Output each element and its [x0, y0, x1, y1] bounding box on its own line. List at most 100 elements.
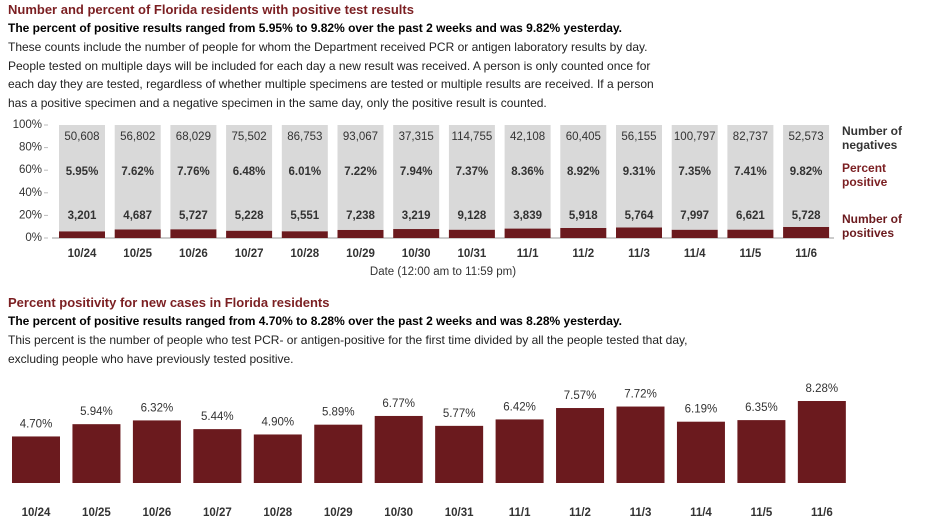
- x-tick-label: 11/2: [572, 248, 594, 260]
- data-label: 56,155: [621, 131, 656, 143]
- bar-segment: [393, 125, 440, 230]
- bar-segment: [59, 231, 105, 238]
- data-label: 9.82%: [790, 166, 823, 178]
- y-tick-label: 0%: [25, 232, 42, 244]
- data-label: 5.44%: [201, 411, 234, 423]
- data-label: 37,315: [399, 131, 434, 143]
- bar-segment: [616, 125, 662, 228]
- x-tick-label: 11/4: [684, 248, 706, 260]
- bar-segment: [560, 125, 607, 228]
- data-label: 5,727: [179, 210, 208, 222]
- x-tick-label: 11/6: [811, 507, 833, 519]
- x-tick-label: 10/27: [203, 507, 232, 519]
- data-label: 5,551: [290, 210, 319, 222]
- x-tick-label: 11/1: [509, 507, 531, 519]
- bar: [495, 419, 544, 483]
- legend-label: Number of negatives: [842, 124, 902, 152]
- data-label: 7.37%: [456, 166, 489, 178]
- x-tick-label: 11/5: [751, 507, 773, 519]
- data-label: 7,238: [346, 210, 375, 222]
- y-tick-label: 80%: [19, 142, 42, 154]
- data-label: 7.76%: [177, 166, 210, 178]
- chart-title: Percent positivity for new cases in Flor…: [8, 295, 330, 310]
- data-label: 4.70%: [20, 418, 53, 430]
- bar-segment: [783, 226, 830, 238]
- bar-segment: [393, 229, 440, 238]
- bar-segment: [616, 227, 662, 238]
- data-label: 3,219: [402, 210, 431, 222]
- data-label: 8.28%: [806, 383, 839, 395]
- x-tick-label: 10/30: [402, 248, 431, 260]
- bar-segment: [281, 231, 328, 238]
- data-label: 7.22%: [344, 166, 377, 178]
- data-label: 75,502: [232, 131, 267, 143]
- chart-subtitle: The percent of positive results ranged f…: [8, 21, 623, 35]
- data-label: 5.94%: [80, 406, 113, 418]
- x-tick-label: 10/29: [324, 507, 353, 519]
- bar-segment: [671, 125, 718, 230]
- chart-subtitle: The percent of positive results ranged f…: [8, 314, 623, 328]
- x-tick-label: 11/4: [690, 507, 712, 519]
- data-label: 42,108: [510, 131, 545, 143]
- y-tick-label: 20%: [19, 209, 42, 221]
- bar-segment: [114, 125, 161, 230]
- bar-segment: [281, 125, 328, 232]
- bar-segment: [448, 229, 495, 238]
- x-axis-label: Date (12:00 am to 11:59 pm): [370, 266, 516, 278]
- y-tick-label: 40%: [19, 187, 42, 199]
- bar-segment: [337, 229, 384, 238]
- bar: [314, 424, 363, 483]
- x-tick-label: 11/2: [569, 507, 591, 519]
- data-label: 3,839: [513, 210, 542, 222]
- data-label: 9.31%: [623, 166, 656, 178]
- x-tick-label: 11/3: [630, 507, 652, 519]
- data-label: 4,687: [123, 210, 152, 222]
- y-tick-label: 100%: [13, 119, 42, 131]
- x-tick-label: 10/24: [22, 507, 51, 519]
- bar-segment: [114, 229, 161, 238]
- paragraph-line: excluding people who have previously tes…: [8, 351, 294, 366]
- bar-segment: [560, 227, 607, 238]
- bar-segment: [170, 229, 217, 238]
- data-label: 8.92%: [567, 166, 600, 178]
- chart-title: Number and percent of Florida residents …: [8, 2, 414, 17]
- bar-segment: [226, 125, 273, 231]
- data-label: 6.19%: [685, 404, 718, 416]
- x-tick-label: 10/26: [143, 507, 172, 519]
- bar: [132, 420, 181, 483]
- data-label: 50,608: [64, 131, 99, 143]
- data-label: 82,737: [733, 131, 768, 143]
- x-tick-label: 11/6: [795, 248, 817, 260]
- bar-segment: [59, 125, 105, 232]
- data-label: 6.01%: [288, 166, 321, 178]
- x-tick-label: 10/26: [179, 248, 208, 260]
- bar: [72, 424, 121, 483]
- x-tick-label: 10/29: [346, 248, 375, 260]
- x-tick-label: 10/25: [82, 507, 111, 519]
- data-label: 52,573: [789, 131, 824, 143]
- bar: [737, 420, 786, 483]
- data-label: 114,755: [452, 131, 493, 143]
- data-label: 5.89%: [322, 407, 355, 419]
- bar-segment: [504, 125, 551, 229]
- bar-segment: [671, 229, 718, 238]
- data-label: 7.94%: [400, 166, 433, 178]
- bar: [797, 401, 846, 483]
- paragraph-line: People tested on multiple days will be i…: [8, 58, 651, 73]
- paragraph-line: has a positive specimen and a negative s…: [8, 95, 547, 110]
- paragraph-line: These counts include the number of peopl…: [8, 40, 648, 54]
- data-label: 3,201: [68, 210, 97, 222]
- data-label: 6,621: [736, 210, 765, 222]
- data-label: 5,228: [235, 210, 264, 222]
- data-label: 7.62%: [121, 166, 154, 178]
- legend-label: Percent positive: [842, 161, 888, 189]
- bar: [616, 406, 665, 483]
- data-label: 56,802: [120, 131, 155, 143]
- data-label: 5.95%: [66, 166, 99, 178]
- data-label: 6.35%: [745, 402, 778, 414]
- bar: [374, 415, 423, 483]
- bar-segment: [783, 125, 830, 227]
- bar-segment: [170, 125, 217, 230]
